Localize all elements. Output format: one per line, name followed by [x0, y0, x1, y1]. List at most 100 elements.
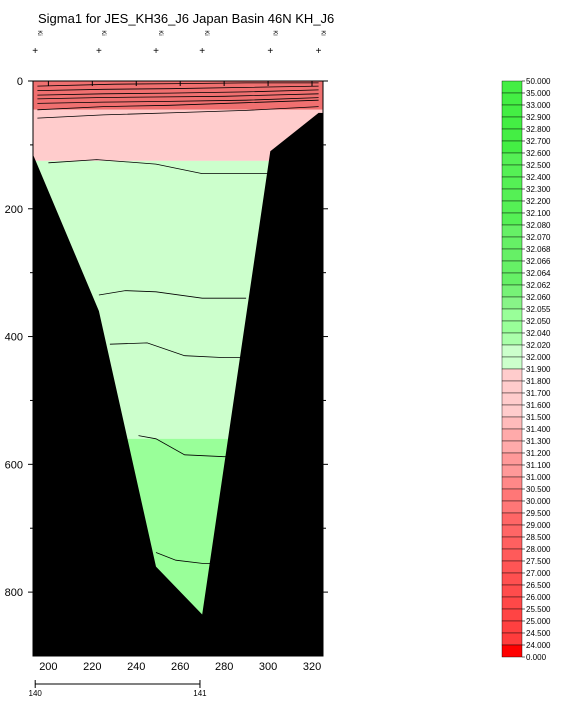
colorbar-swatch — [501, 644, 523, 658]
y-tick-label: 0 — [17, 76, 23, 88]
secondary-axis-label: 140 — [29, 689, 43, 698]
contour-line — [37, 89, 319, 96]
colorbar-swatch — [501, 368, 523, 382]
colorbar-swatch — [501, 236, 523, 250]
colorbar-swatch — [501, 608, 523, 622]
colorbar-label: 24.500 — [526, 629, 551, 638]
colorbar-label: 32.400 — [526, 173, 551, 182]
colorbar-swatch — [501, 344, 523, 358]
colorbar-swatch — [501, 260, 523, 274]
colorbar-swatch — [501, 188, 523, 202]
colorbar-swatch — [501, 356, 523, 370]
colorbar-swatch — [501, 152, 523, 166]
colorbar-swatch — [501, 80, 523, 94]
station-label: Ki — [36, 30, 42, 35]
colorbar-label: 26.000 — [526, 593, 551, 602]
colorbar-label: 32.066 — [526, 257, 551, 266]
colorbar-swatch — [501, 548, 523, 562]
colorbar-label: 31.900 — [526, 365, 551, 374]
colorbar-swatch — [501, 572, 523, 586]
colorbar-label: 31.700 — [526, 389, 551, 398]
colorbar-label: 32.040 — [526, 329, 551, 338]
secondary-axis-label: 141 — [193, 689, 207, 698]
x-tick-label: 300 — [259, 661, 277, 673]
colorbar-swatch — [501, 512, 523, 526]
contour-line — [37, 106, 319, 119]
contour-line — [37, 97, 319, 104]
station-label: Ki — [203, 30, 209, 35]
chart-title: Sigma1 for JES_KH36_J6 Japan Basin 46N K… — [38, 11, 335, 26]
colorbar-swatch — [501, 164, 523, 178]
colorbar-swatch — [501, 104, 523, 118]
x-tick-label: 200 — [39, 661, 57, 673]
station-label: Ki — [271, 30, 277, 35]
colorbar-label: 32.900 — [526, 113, 551, 122]
contour-line — [98, 290, 247, 299]
colorbar-swatch — [501, 440, 523, 454]
colorbar-label: 33.000 — [526, 101, 551, 110]
colorbar-swatch — [501, 212, 523, 226]
plot-area — [33, 81, 323, 656]
colorbar-label: 32.068 — [526, 245, 551, 254]
station-marker: + — [96, 46, 102, 57]
colorbar-label: 31.400 — [526, 425, 551, 434]
colorbar-label: 29.500 — [526, 509, 551, 518]
colorbar-label: 32.050 — [526, 317, 551, 326]
colorbar-label: 32.600 — [526, 149, 551, 158]
colorbar-swatch — [501, 620, 523, 634]
colorbar-label: 32.000 — [526, 353, 551, 362]
colorbar-swatch — [501, 632, 523, 646]
colorbar-label: 31.500 — [526, 413, 551, 422]
contour-line — [37, 93, 319, 100]
colorbar-label: 32.300 — [526, 185, 551, 194]
station-label: Ki — [157, 30, 163, 35]
y-tick-label: 400 — [5, 332, 23, 344]
colorbar-swatch — [501, 452, 523, 466]
contour-line — [37, 99, 319, 111]
colorbar-label: 32.060 — [526, 293, 551, 302]
station-label: Ki — [320, 30, 326, 35]
colorbar-swatch — [501, 476, 523, 490]
colorbar-label: 30.000 — [526, 497, 551, 506]
x-tick-label: 320 — [303, 661, 321, 673]
station-marker: + — [267, 46, 273, 57]
colorbar-swatch — [501, 248, 523, 262]
contour-line — [109, 342, 247, 358]
y-tick-label: 800 — [5, 587, 23, 599]
colorbar-label: 27.000 — [526, 569, 551, 578]
colorbar-swatch — [501, 320, 523, 334]
colorbar-swatch — [501, 116, 523, 130]
colorbar-label: 32.200 — [526, 197, 551, 206]
colorbar-label: 25.000 — [526, 617, 551, 626]
colorbar-swatch — [501, 428, 523, 442]
x-tick-label: 260 — [171, 661, 189, 673]
bathymetry-fill — [33, 112, 323, 656]
colorbar-label: 35.000 — [526, 89, 551, 98]
contour-line — [155, 552, 214, 564]
colorbar-label: 28.500 — [526, 533, 551, 542]
station-marker: + — [153, 46, 159, 57]
contour-line — [37, 85, 319, 91]
colorbar-label: 30.500 — [526, 485, 551, 494]
contour-line — [48, 159, 271, 174]
colorbar-label: 32.800 — [526, 125, 551, 134]
colorbar-swatch — [501, 296, 523, 310]
colorbar-label: 31.600 — [526, 401, 551, 410]
plot-frame — [32, 80, 324, 657]
colorbar-swatch — [501, 392, 523, 406]
colorbar-label: 32.055 — [526, 305, 551, 314]
colorbar-label: 32.100 — [526, 209, 551, 218]
colorbar-label: 31.300 — [526, 437, 551, 446]
colorbar-label: 28.000 — [526, 545, 551, 554]
station-marker: + — [316, 46, 322, 57]
colorbar-swatch — [501, 536, 523, 550]
colorbar-swatch — [501, 140, 523, 154]
y-tick-label: 600 — [5, 459, 23, 471]
colorbar-label: 32.500 — [526, 161, 551, 170]
colorbar-swatch — [501, 128, 523, 142]
colorbar-label: 32.062 — [526, 281, 551, 290]
colorbar-label: 31.800 — [526, 377, 551, 386]
colorbar-label: 31.100 — [526, 461, 551, 470]
colorbar-label: 27.500 — [526, 557, 551, 566]
